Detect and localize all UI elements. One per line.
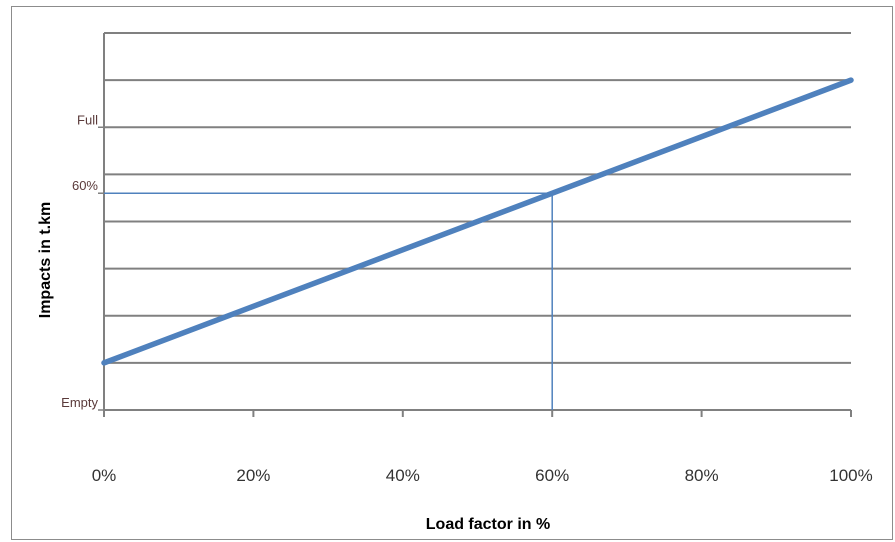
x-tick-label-2: 40%	[386, 466, 420, 485]
y-tick-label-2: Full	[77, 112, 98, 127]
x-tick-label-1: 20%	[236, 466, 270, 485]
series-line-0	[101, 77, 854, 366]
y-tick-label-0: Empty	[61, 395, 98, 410]
x-tick-label-0: 0%	[92, 466, 117, 485]
annotation-guides	[104, 192, 553, 410]
axes	[98, 33, 852, 417]
series-layer	[101, 77, 854, 366]
gridlines	[104, 32, 851, 364]
chart-frame	[11, 6, 893, 540]
x-tick-label-5: 100%	[829, 466, 872, 485]
x-tick-label-3: 60%	[535, 466, 569, 485]
y-tick-label-1: 60%	[72, 178, 98, 193]
x-tick-label-4: 80%	[685, 466, 719, 485]
y-tick-labels: Empty 60% Full	[61, 112, 98, 410]
x-tick-labels: 0% 20% 40% 60% 80% 100%	[92, 466, 873, 485]
x-axis-title: Load factor in %	[426, 516, 550, 533]
y-axis-title: Impacts in t.km	[37, 202, 54, 318]
